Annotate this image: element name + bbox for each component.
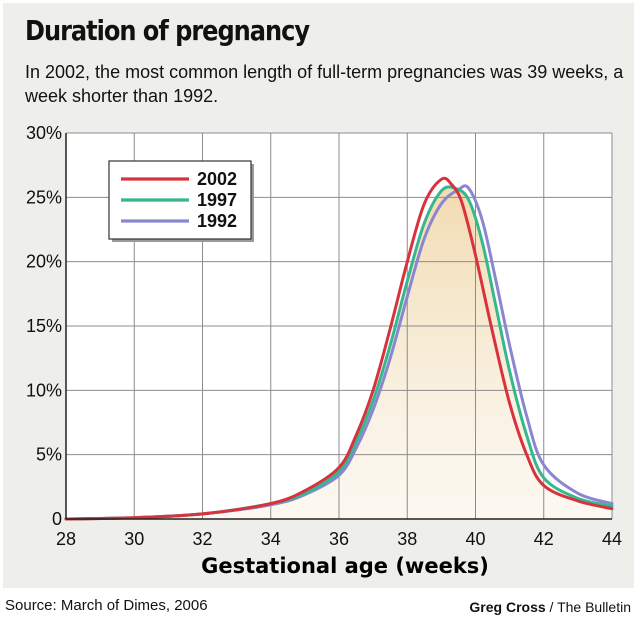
legend-label-1992: 1992	[197, 211, 237, 231]
chart-subtitle: In 2002, the most common length of full-…	[25, 62, 624, 106]
series-line-2002	[64, 176, 614, 521]
y-tick-label: 0	[52, 509, 62, 529]
x-tick-label: 40	[465, 529, 485, 549]
y-tick-label: 25%	[26, 187, 62, 207]
legend-label-2002: 2002	[197, 169, 237, 189]
x-axis-label: Gestational age (weeks)	[201, 554, 489, 578]
x-tick-label: 28	[56, 529, 76, 549]
y-tick-label: 30%	[26, 123, 62, 143]
x-tick-label: 38	[397, 529, 417, 549]
credit-line: Greg Cross / The Bulletin	[469, 599, 631, 615]
y-tick-label: 15%	[26, 316, 62, 336]
chart-title: Duration of pregnancy	[25, 14, 310, 47]
legend-label-1997: 1997	[197, 190, 237, 210]
x-tick-label: 30	[124, 529, 144, 549]
x-tick-label: 42	[534, 529, 554, 549]
credit-separator: /	[545, 599, 558, 615]
y-tick-label: 20%	[26, 252, 62, 272]
credit-publication: The Bulletin	[557, 599, 631, 615]
source-note: Source: March of Dimes, 2006	[5, 597, 208, 614]
x-tick-label: 44	[602, 529, 622, 549]
y-tick-label: 10%	[26, 380, 62, 400]
credit-author: Greg Cross	[469, 599, 546, 615]
x-tick-label: 32	[192, 529, 212, 549]
y-tick-label: 5%	[36, 445, 62, 465]
x-tick-label: 34	[261, 529, 281, 549]
x-tick-label: 36	[329, 529, 349, 549]
